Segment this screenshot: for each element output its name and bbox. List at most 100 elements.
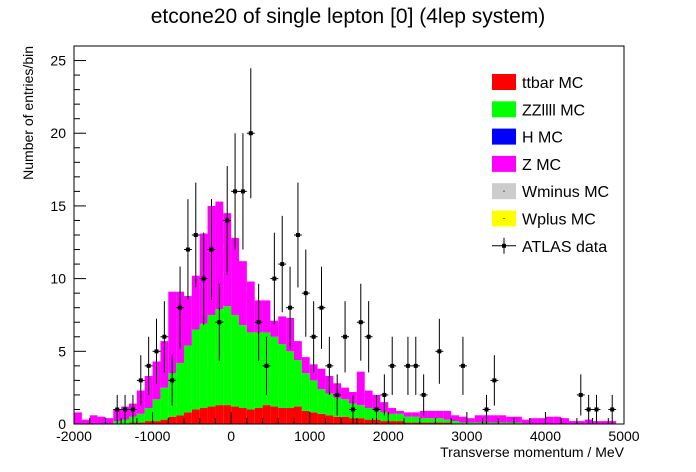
bar-zzllll-mc <box>309 380 318 413</box>
legend-label: ATLAS data <box>522 239 607 256</box>
legend-item-ttbar-mc: ttbar MC <box>492 74 583 92</box>
y-tick-label: 15 <box>50 198 66 214</box>
data-marker <box>233 189 238 194</box>
data-point <box>576 374 585 416</box>
bar-ttbar-mc <box>388 421 397 424</box>
bar-ttbar-mc <box>411 422 420 424</box>
data-point <box>364 301 373 373</box>
data-point <box>160 301 169 373</box>
bar-ttbar-mc <box>254 408 263 424</box>
bar-z-mc <box>545 416 554 424</box>
bar-ttbar-mc <box>231 406 239 424</box>
data-marker <box>217 320 222 325</box>
data-point <box>388 336 397 395</box>
bar-ttbar-mc <box>404 422 412 424</box>
bar-zzllll-mc <box>160 387 169 420</box>
bar-z-mc <box>396 410 404 414</box>
bar-ttbar-mc <box>435 422 444 424</box>
bar-zzllll-mc <box>451 421 459 424</box>
bar-z-mc <box>529 418 538 424</box>
bar-z-mc <box>294 341 302 361</box>
bar-z-mc <box>215 201 224 310</box>
bar-ttbar-mc <box>294 406 302 424</box>
y-tick-label: 20 <box>50 125 66 141</box>
bar-z-mc <box>341 387 349 400</box>
atlas-data-points <box>113 68 617 424</box>
bar-z-mc <box>474 415 483 423</box>
data-point <box>286 266 294 349</box>
bar-zzllll-mc <box>490 422 499 424</box>
data-marker <box>492 378 497 383</box>
data-point <box>168 355 177 406</box>
bar-z-mc <box>191 275 200 330</box>
bar-z-mc <box>569 421 577 424</box>
data-marker <box>288 305 293 310</box>
legend-label: Z MC <box>522 157 561 174</box>
bar-zzllll-mc <box>136 413 145 423</box>
bar-z-mc <box>459 416 467 423</box>
bar-z-mc <box>411 412 420 417</box>
bar-zzllll-mc <box>356 405 365 419</box>
data-point <box>459 336 467 395</box>
bar-zzllll-mc <box>380 412 389 422</box>
bar-ttbar-mc <box>246 409 255 424</box>
bar-ttbar-mc <box>443 422 452 424</box>
data-point <box>121 394 129 424</box>
bar-ttbar-mc <box>301 410 310 424</box>
y-tick-label: 25 <box>50 53 66 69</box>
data-marker <box>311 334 316 339</box>
data-marker <box>178 305 183 310</box>
bar-zzllll-mc <box>294 360 302 407</box>
bar-zzllll-mc <box>506 422 514 424</box>
bar-z-mc <box>270 320 279 337</box>
bar-z-mc <box>317 368 326 390</box>
data-marker <box>201 276 206 281</box>
bar-ttbar-mc <box>152 421 161 424</box>
data-marker <box>193 233 198 237</box>
data-point <box>349 394 357 424</box>
data-marker <box>366 334 371 339</box>
bar-z-mc <box>443 410 452 420</box>
bar-z-mc <box>435 410 444 419</box>
data-marker <box>460 363 465 368</box>
bar-z-mc <box>388 408 397 414</box>
data-marker <box>138 378 143 383</box>
legend-label: Wminus MC <box>522 184 609 201</box>
bar-z-mc <box>427 410 436 419</box>
data-point <box>294 182 302 288</box>
bar-ttbar-mc <box>239 408 247 424</box>
legend-item-h-mc: H MC <box>492 128 563 147</box>
bar-ttbar-mc <box>278 408 287 424</box>
bar-ttbar-mc <box>223 405 232 424</box>
data-marker <box>280 262 285 267</box>
x-tick-label: -2000 <box>56 428 92 444</box>
data-marker <box>115 407 120 412</box>
legend-label: ttbar MC <box>522 75 583 92</box>
y-tick-label: 5 <box>58 343 66 359</box>
data-point <box>592 394 601 424</box>
bar-zzllll-mc <box>427 418 436 423</box>
data-marker <box>335 392 340 397</box>
bar-zzllll-mc <box>152 399 161 422</box>
x-tick-label: 5000 <box>608 428 639 444</box>
bar-zzllll-mc <box>514 422 522 424</box>
bar-ttbar-mc <box>419 422 428 424</box>
bar-zzllll-mc <box>411 416 420 423</box>
bar-zzllll-mc <box>301 373 310 411</box>
data-marker <box>327 363 332 368</box>
bar-ttbar-mc <box>309 412 318 424</box>
bar-ttbar-mc <box>380 421 389 424</box>
data-marker <box>264 363 269 368</box>
bar-z-mc <box>184 296 192 346</box>
data-point <box>317 266 326 349</box>
y-tick-label: 10 <box>50 271 66 287</box>
data-marker <box>146 363 151 368</box>
y-tick-label: 0 <box>58 416 66 432</box>
bar-ttbar-mc <box>144 421 153 424</box>
bar-z-mc <box>356 371 365 406</box>
data-point <box>309 301 318 373</box>
y-axis-label: Number of entries/bin <box>20 46 36 180</box>
data-point <box>380 374 389 416</box>
axis-ticks: -2000 -1000 0 1000 2000 3000 4000 5000 0 5 10 15 20 2… <box>50 45 640 444</box>
